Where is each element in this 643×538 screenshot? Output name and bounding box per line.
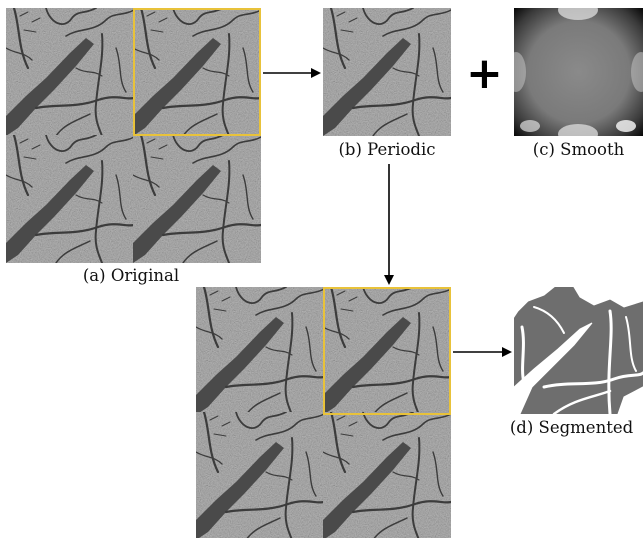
caption-segmented: (d) Segmented	[509, 418, 634, 437]
caption-periodic: (b) Periodic	[338, 140, 436, 159]
caption-original: (a) Original	[82, 266, 180, 285]
periodic-tiled-image	[196, 287, 451, 538]
caption-smooth: (c) Smooth	[532, 140, 625, 159]
plus-operator: +	[466, 48, 503, 99]
original-image	[6, 8, 261, 263]
original-highlight-box	[133, 8, 261, 136]
tiled-highlight-box	[323, 287, 451, 415]
original-tiles	[6, 8, 261, 263]
smooth-image	[514, 8, 643, 136]
segmented-image	[514, 287, 643, 414]
